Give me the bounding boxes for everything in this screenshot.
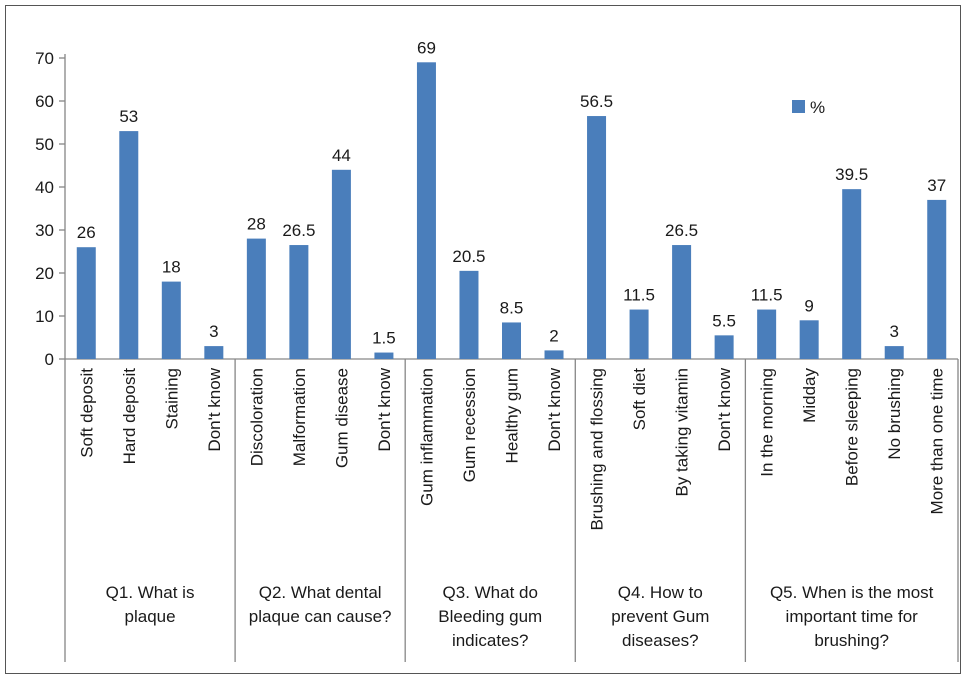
y-axis: 0 10 20 30 40 50 60 70 [35,49,66,369]
x-tick-label: Don't know [375,367,394,451]
x-tick-label: Staining [162,368,181,429]
group-label-line: Q5. When is the most [770,583,934,602]
bar-series [76,62,947,360]
data-label: 20.5 [452,247,485,266]
group-label-line: indicates? [452,631,529,650]
group-label-line: Q4. How to [618,583,703,602]
x-tick-label: Discoloration [247,368,266,466]
bar [544,350,564,359]
y-tick-label: 40 [35,178,54,197]
bar [161,281,181,359]
y-tick-label: 70 [35,49,54,68]
group-label-line: plaque [125,607,176,626]
bar [331,169,351,359]
x-tick-label: In the morning [758,368,777,477]
bar [246,238,266,359]
x-tick-label: Healthy gum [503,368,522,463]
group-label: Q1. What is plaque [106,583,195,626]
bar [842,189,862,359]
y-tick-label: 0 [45,350,54,369]
data-labels: 26 53 18 3 28 26.5 44 1.5 69 20.5 8.5 2 56.5 11.5 26.5… [77,38,946,347]
data-label: 53 [119,107,138,126]
group-label: Q3. What do Bleeding gum indicates? [438,583,542,650]
bar [204,346,224,359]
bar [76,247,96,359]
bar [289,245,309,359]
bar [587,116,607,359]
x-tick-label: Malformation [290,368,309,466]
data-label: 3 [209,322,218,341]
category-labels: Soft deposit Hard deposit Staining Don't kn… [77,367,946,530]
bar [757,309,777,359]
x-tick-label: Midday [800,368,819,423]
data-label: 2 [549,326,558,345]
data-label: 28 [247,215,266,234]
group-label-line: plaque can cause? [249,607,392,626]
bar [672,245,692,359]
bar [629,309,649,359]
data-label: 8.5 [500,298,524,317]
bar [459,270,479,359]
group-label: Q4. How to prevent Gum diseases? [611,583,709,650]
data-label: 11.5 [623,286,655,305]
group-label: Q2. What dental plaque can cause? [249,583,392,626]
data-label: 11.5 [751,286,783,305]
group-labels: Q1. What is plaque Q2. What dental plaque c… [106,583,934,650]
data-label: 18 [162,258,181,277]
group-label: Q5. When is the most important time for br… [770,583,934,650]
data-label: 1.5 [372,329,396,348]
y-tick-label: 30 [35,221,54,240]
bar [502,322,521,359]
data-label: 44 [332,146,351,165]
legend: % [792,98,825,117]
x-tick-label: Gum disease [332,368,351,468]
data-label: 5.5 [712,311,736,330]
x-tick-label: Don't know [715,367,734,451]
x-tick-label: Hard deposit [120,368,139,465]
x-tick-label: Brushing and flossing [588,368,607,531]
bar [374,352,394,359]
bar [799,320,819,359]
x-tick-label: More than one time [928,368,947,514]
data-label: 26 [77,223,96,242]
data-label: 3 [889,322,898,341]
x-tick-label: Gum inflammation [417,368,436,506]
x-tick-label: Soft deposit [77,368,96,458]
bar [884,346,904,359]
y-tick-label: 50 [35,135,54,154]
group-label-line: Bleeding gum [438,607,542,626]
group-label-line: diseases? [622,631,699,650]
y-tick-label: 20 [35,264,54,283]
data-label: 9 [804,296,813,315]
legend-swatch [792,100,805,113]
x-tick-label: No brushing [885,368,904,460]
group-label-line: Q1. What is [106,583,195,602]
data-label: 37 [927,176,946,195]
y-tick-label: 10 [35,307,54,326]
bar [119,131,139,359]
x-tick-label: Before sleeping [843,368,862,486]
group-label-line: important time for [786,607,919,626]
group-label-line: Q3. What do [443,583,538,602]
y-tick-label: 60 [35,92,54,111]
data-label: 26.5 [665,221,698,240]
bar [714,335,734,359]
group-label-line: Q2. What dental [259,583,382,602]
x-tick-label: By taking vitamin [673,368,692,497]
x-tick-label: Don't know [545,367,564,451]
bar [416,62,436,360]
group-label-line: prevent Gum [611,607,709,626]
data-label: 26.5 [282,221,315,240]
data-label: 56.5 [580,92,613,111]
legend-label: % [810,98,825,117]
bar [927,199,947,359]
x-tick-label: Gum recession [460,368,479,482]
x-tick-label: Don't know [205,367,224,451]
x-tick-label: Soft diet [630,368,649,431]
data-label: 39.5 [835,165,868,184]
group-label-line: brushing? [814,631,889,650]
data-label: 69 [417,38,436,57]
